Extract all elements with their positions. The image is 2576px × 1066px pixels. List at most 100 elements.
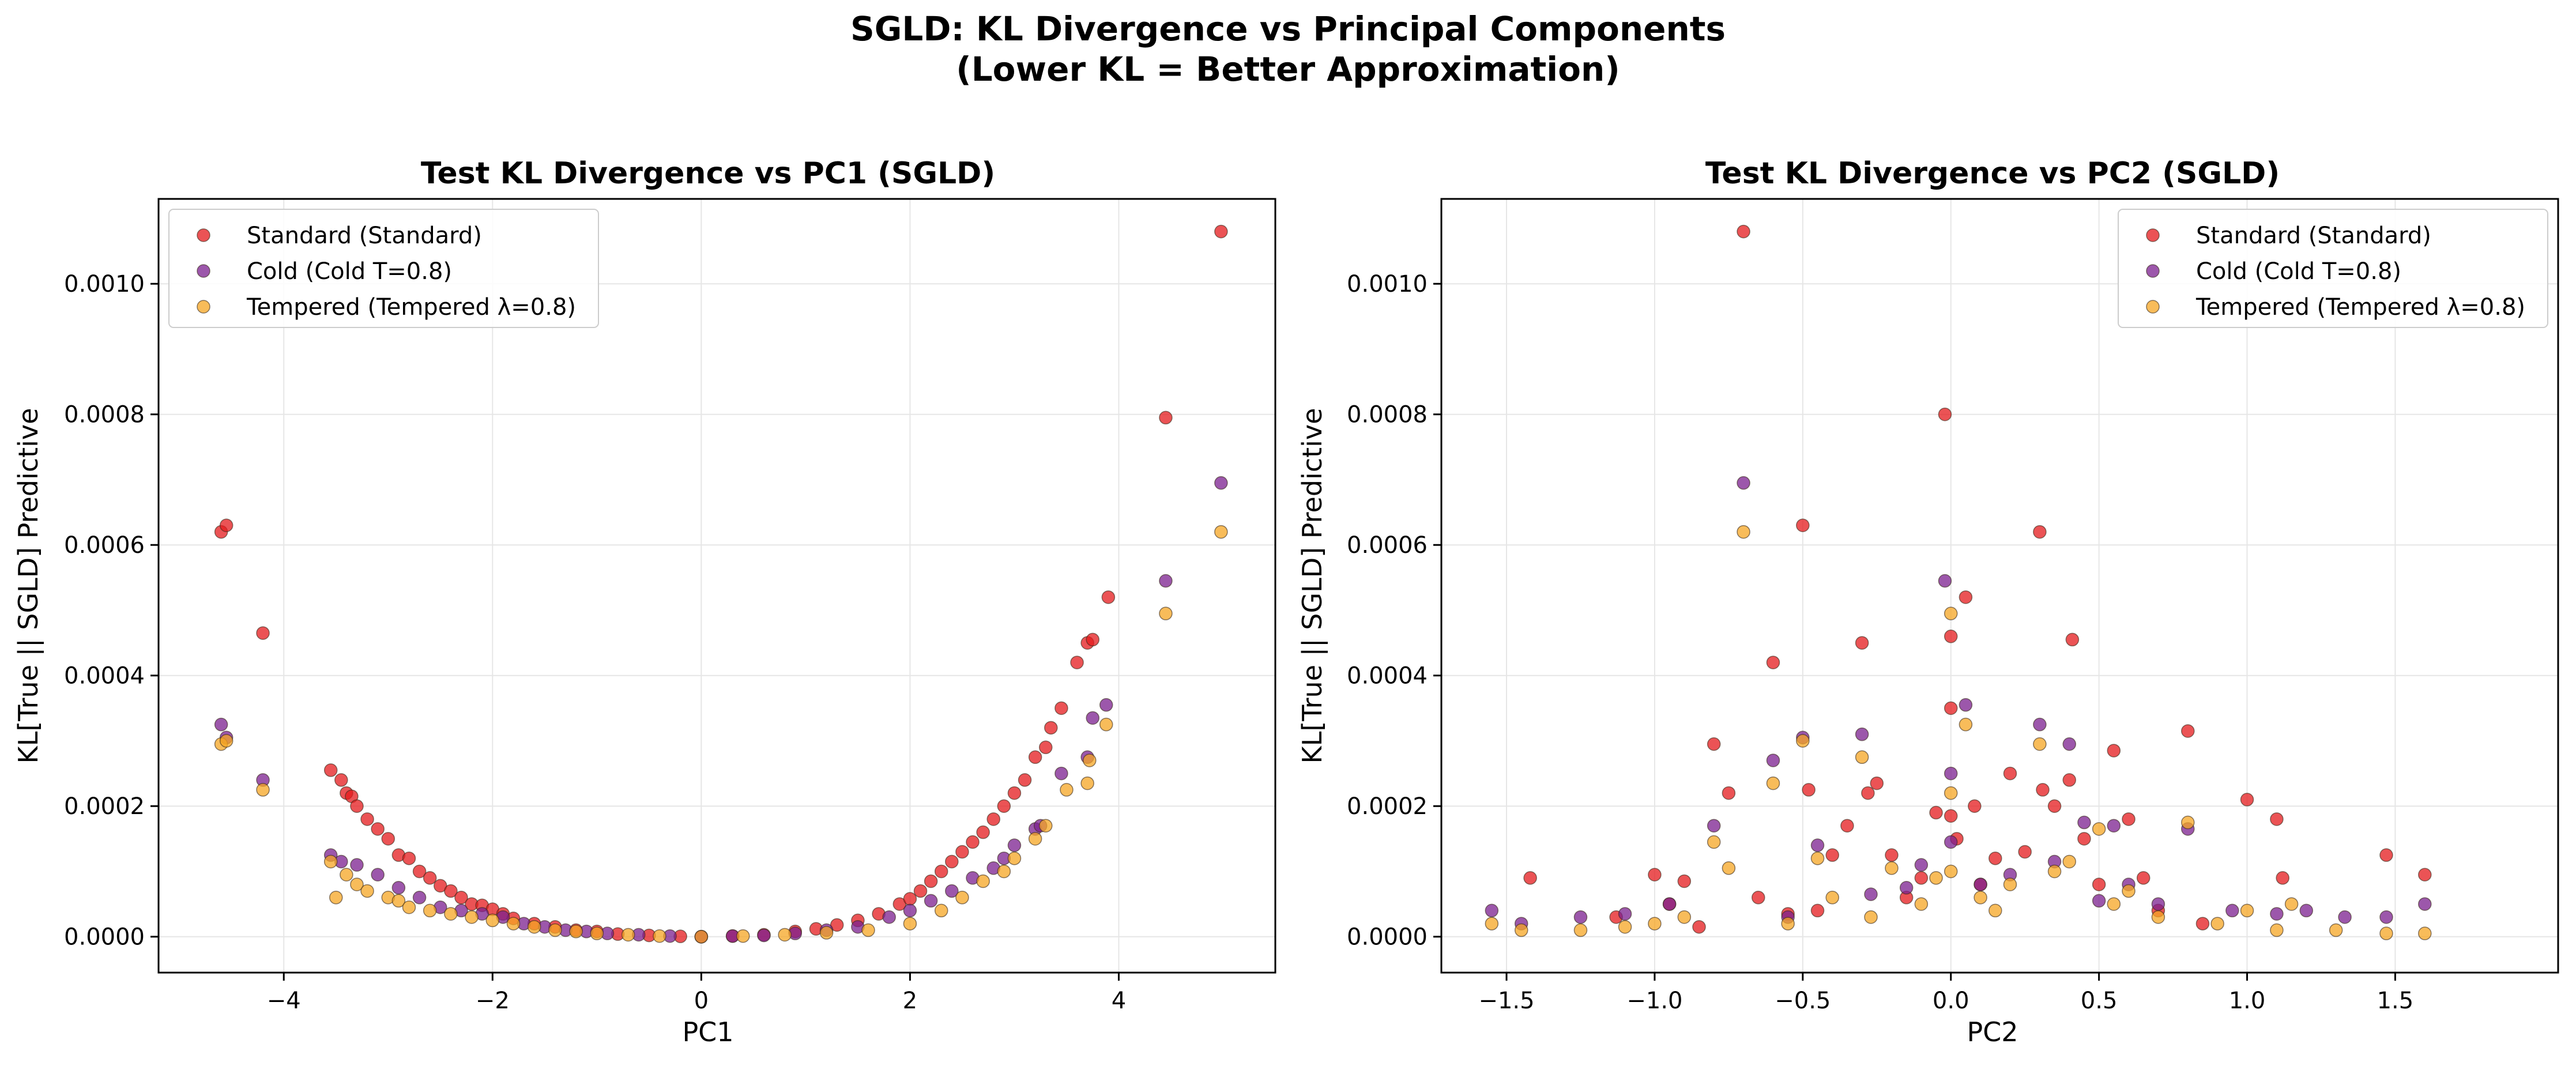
data-point-cold xyxy=(2062,737,2076,751)
data-point-standard xyxy=(1648,868,1662,882)
data-point-tempered xyxy=(2379,926,2393,940)
data-point-standard xyxy=(986,812,1000,826)
panel-pc1: Test KL Divergence vs PC1 (SGLD) −4 −2 0 2 4… xyxy=(13,156,1276,1048)
data-point-cold xyxy=(1662,897,1677,911)
x-tick-label: 1.5 xyxy=(2377,988,2414,1014)
data-point-cold xyxy=(757,928,771,943)
data-point-cold xyxy=(1944,766,1958,781)
data-point-tempered xyxy=(1929,871,1943,885)
data-point-standard xyxy=(2379,848,2393,862)
data-point-cold xyxy=(1974,877,1987,891)
data-point-cold xyxy=(1485,903,1499,918)
data-point-tempered xyxy=(2210,917,2224,931)
panel-pc1-y-label: KL[True || SGLD] Predictive xyxy=(13,408,44,764)
data-point-standard xyxy=(1523,871,1537,885)
data-point-cold xyxy=(2379,910,2393,924)
data-point-tempered xyxy=(219,734,234,748)
x-tick-label: −0.5 xyxy=(1775,988,1831,1014)
data-point-cold xyxy=(1573,910,1588,924)
legend-label-tempered: Tempered (Tempered λ=0.8) xyxy=(2195,294,2525,321)
y-tick-label: 0.0010 xyxy=(1347,271,1428,297)
data-point-standard xyxy=(334,773,348,787)
data-point-standard xyxy=(1989,852,2002,865)
data-point-standard xyxy=(1677,874,1692,888)
data-point-standard xyxy=(2270,812,2284,826)
data-point-standard xyxy=(2092,877,2106,891)
data-point-tempered xyxy=(1796,734,1810,748)
data-point-standard xyxy=(2122,812,2136,826)
data-point-cold xyxy=(1944,835,1958,849)
data-point-standard xyxy=(2195,917,2210,931)
data-point-cold xyxy=(1810,838,1825,852)
data-point-standard xyxy=(1870,776,1884,790)
data-point-standard xyxy=(924,874,938,888)
data-point-standard xyxy=(2047,799,2062,813)
data-point-tempered xyxy=(391,894,406,908)
data-point-tempered xyxy=(1989,903,2002,918)
data-point-tempered xyxy=(2047,864,2062,879)
data-point-cold xyxy=(924,894,938,908)
data-point-standard xyxy=(913,884,928,898)
series-tempered xyxy=(1485,525,2432,940)
data-point-standard xyxy=(1070,656,1084,669)
data-point-cold xyxy=(2225,903,2239,918)
data-point-tempered xyxy=(2122,884,2136,898)
panel-pc1-x-label: PC1 xyxy=(682,1016,733,1048)
data-point-cold xyxy=(371,868,385,882)
data-point-cold xyxy=(945,884,959,898)
data-point-standard xyxy=(1855,636,1869,650)
data-point-standard xyxy=(423,871,437,885)
legend-label-cold: Cold (Cold T=0.8) xyxy=(2196,258,2401,285)
data-point-standard xyxy=(1159,410,1173,425)
data-point-cold xyxy=(1914,858,1929,872)
data-point-standard xyxy=(966,835,980,849)
data-point-tempered xyxy=(1974,891,1987,905)
x-tick-label: 2 xyxy=(903,988,917,1014)
data-point-cold xyxy=(1899,881,1914,895)
data-point-cold xyxy=(1618,907,1632,921)
data-point-standard xyxy=(1810,903,1825,918)
data-point-tempered xyxy=(340,868,353,882)
data-point-tempered xyxy=(2270,923,2284,937)
data-point-tempered xyxy=(590,926,604,940)
data-point-tempered xyxy=(465,910,479,924)
data-point-tempered xyxy=(2033,737,2047,751)
data-point-standard xyxy=(2181,724,2195,738)
x-tick-label: 0.5 xyxy=(2081,988,2118,1014)
data-point-cold xyxy=(1086,711,1099,725)
data-point-tempered xyxy=(256,783,270,797)
data-point-tempered xyxy=(1959,717,1973,732)
data-point-standard xyxy=(1944,701,1958,715)
legend-frame xyxy=(168,209,599,328)
x-tick-label: −2 xyxy=(476,988,510,1014)
data-point-tempered xyxy=(819,926,834,940)
legend-marker-cold xyxy=(197,264,210,278)
data-point-tempered xyxy=(778,928,792,942)
data-point-standard xyxy=(1796,518,1810,532)
data-point-standard xyxy=(1101,590,1116,604)
data-point-standard xyxy=(350,799,364,813)
data-point-tempered xyxy=(444,907,458,921)
x-tick-label: −1.0 xyxy=(1626,988,1682,1014)
data-point-standard xyxy=(1825,848,1839,862)
data-point-standard xyxy=(955,845,969,859)
data-point-tempered xyxy=(861,923,875,937)
data-point-tempered xyxy=(569,924,583,939)
data-point-standard xyxy=(1214,224,1228,239)
series-tempered xyxy=(214,525,1228,944)
data-point-tempered xyxy=(350,877,364,891)
data-point-standard xyxy=(1054,701,1068,715)
data-point-tempered xyxy=(1028,832,1042,846)
data-point-tempered xyxy=(1007,852,1022,865)
data-point-standard xyxy=(1840,819,1854,833)
data-point-tempered xyxy=(1944,864,1958,879)
legend-label-standard: Standard (Standard) xyxy=(2196,223,2431,249)
panel-pc2-x-label: PC2 xyxy=(1967,1016,2018,1048)
x-tick-label: 0.0 xyxy=(1933,988,1969,1014)
panel-pc1-x-ticks: −4 −2 0 2 4 xyxy=(267,973,1126,1014)
x-tick-label: 1.0 xyxy=(2229,988,2266,1014)
data-point-tempered xyxy=(1573,923,1588,937)
data-point-tempered xyxy=(1781,917,1795,931)
data-point-standard xyxy=(997,799,1011,813)
